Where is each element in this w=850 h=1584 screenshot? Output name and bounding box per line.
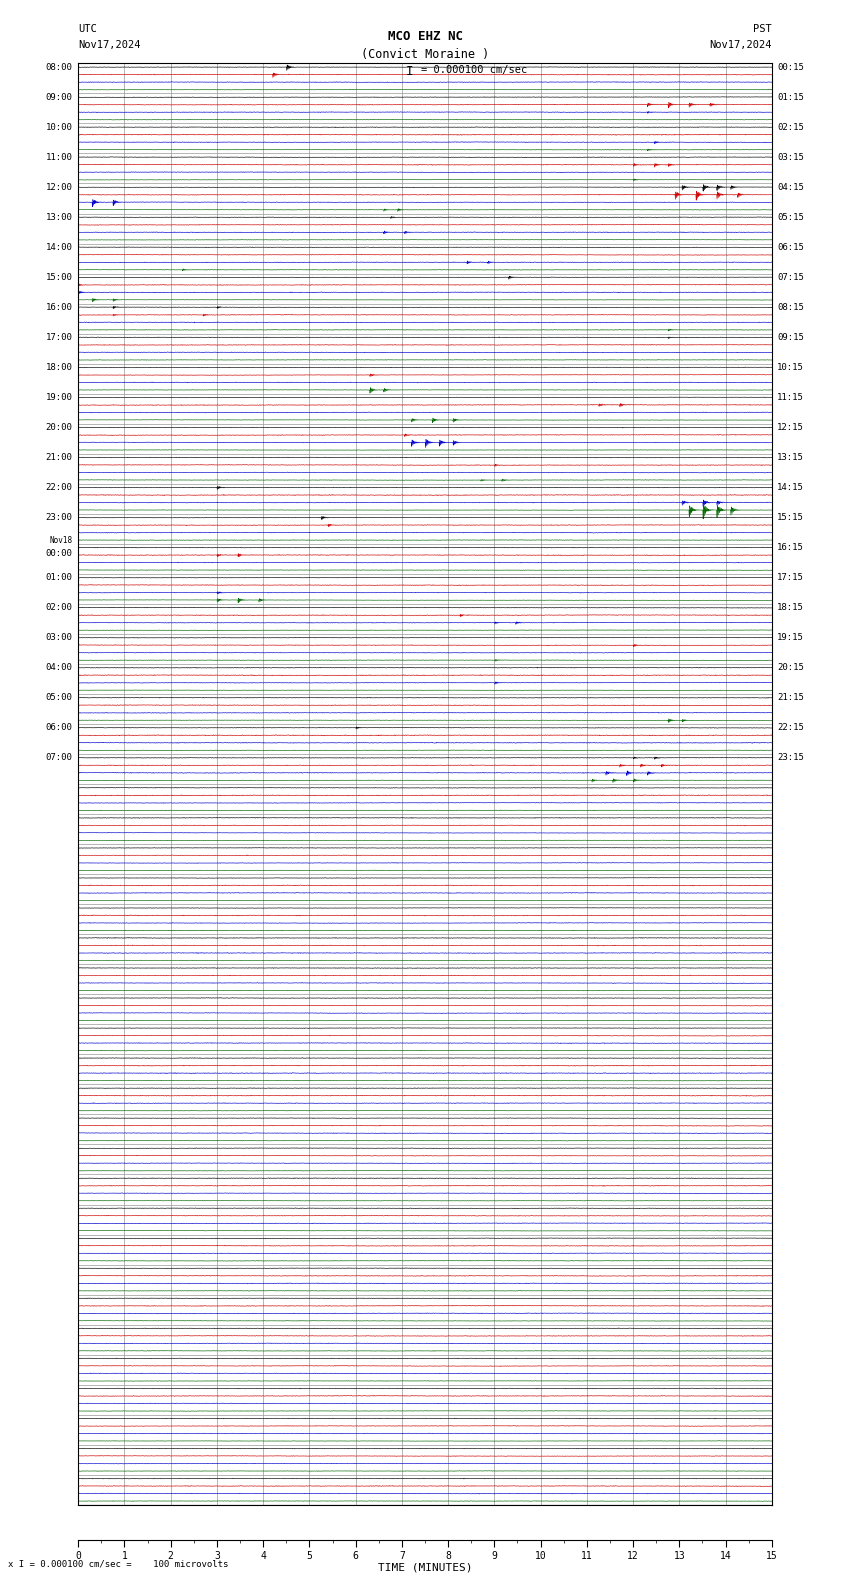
Text: 17:00: 17:00 — [46, 333, 72, 342]
Text: Nov18: Nov18 — [49, 535, 72, 545]
Text: 11:00: 11:00 — [46, 152, 72, 162]
Text: UTC: UTC — [78, 24, 97, 33]
Text: 08:15: 08:15 — [778, 303, 804, 312]
Text: 01:00: 01:00 — [46, 573, 72, 583]
Text: 04:00: 04:00 — [46, 664, 72, 672]
Text: 12:15: 12:15 — [778, 423, 804, 432]
Text: 05:00: 05:00 — [46, 694, 72, 702]
Text: 13:00: 13:00 — [46, 212, 72, 222]
Text: (Convict Moraine ): (Convict Moraine ) — [361, 48, 489, 60]
Text: 18:15: 18:15 — [778, 604, 804, 611]
Text: 23:15: 23:15 — [778, 754, 804, 762]
Text: 16:00: 16:00 — [46, 303, 72, 312]
Text: 10:15: 10:15 — [778, 363, 804, 372]
Text: 00:00: 00:00 — [46, 548, 72, 558]
Text: 05:15: 05:15 — [778, 212, 804, 222]
Text: 06:00: 06:00 — [46, 724, 72, 732]
Text: 07:15: 07:15 — [778, 272, 804, 282]
Text: 02:00: 02:00 — [46, 604, 72, 611]
Text: 02:15: 02:15 — [778, 122, 804, 131]
Text: 01:15: 01:15 — [778, 92, 804, 101]
Text: 17:15: 17:15 — [778, 573, 804, 583]
Text: 22:15: 22:15 — [778, 724, 804, 732]
Text: 04:15: 04:15 — [778, 182, 804, 192]
Text: 11:15: 11:15 — [778, 393, 804, 402]
Text: PST: PST — [753, 24, 772, 33]
Text: 07:00: 07:00 — [46, 754, 72, 762]
Text: Nov17,2024: Nov17,2024 — [709, 40, 772, 49]
Text: x I = 0.000100 cm/sec =    100 microvolts: x I = 0.000100 cm/sec = 100 microvolts — [8, 1559, 229, 1568]
Text: = 0.000100 cm/sec: = 0.000100 cm/sec — [421, 65, 527, 74]
Text: 19:00: 19:00 — [46, 393, 72, 402]
Text: 12:00: 12:00 — [46, 182, 72, 192]
Text: 06:15: 06:15 — [778, 242, 804, 252]
Text: 10:00: 10:00 — [46, 122, 72, 131]
Text: 09:15: 09:15 — [778, 333, 804, 342]
Text: 15:00: 15:00 — [46, 272, 72, 282]
Text: 03:00: 03:00 — [46, 634, 72, 642]
Text: MCO EHZ NC: MCO EHZ NC — [388, 30, 462, 43]
Text: 00:15: 00:15 — [778, 63, 804, 71]
Text: 18:00: 18:00 — [46, 363, 72, 372]
X-axis label: TIME (MINUTES): TIME (MINUTES) — [377, 1563, 473, 1573]
Text: 15:15: 15:15 — [778, 513, 804, 523]
Text: 08:00: 08:00 — [46, 63, 72, 71]
Text: 21:00: 21:00 — [46, 453, 72, 463]
Text: 14:15: 14:15 — [778, 483, 804, 493]
Text: 09:00: 09:00 — [46, 92, 72, 101]
Text: Nov17,2024: Nov17,2024 — [78, 40, 141, 49]
Text: 19:15: 19:15 — [778, 634, 804, 642]
Text: 20:00: 20:00 — [46, 423, 72, 432]
Text: 14:00: 14:00 — [46, 242, 72, 252]
Text: I: I — [406, 65, 413, 78]
Text: 03:15: 03:15 — [778, 152, 804, 162]
Text: 13:15: 13:15 — [778, 453, 804, 463]
Text: 22:00: 22:00 — [46, 483, 72, 493]
Text: 20:15: 20:15 — [778, 664, 804, 672]
Text: 23:00: 23:00 — [46, 513, 72, 523]
Text: 21:15: 21:15 — [778, 694, 804, 702]
Text: 16:15: 16:15 — [778, 543, 804, 553]
